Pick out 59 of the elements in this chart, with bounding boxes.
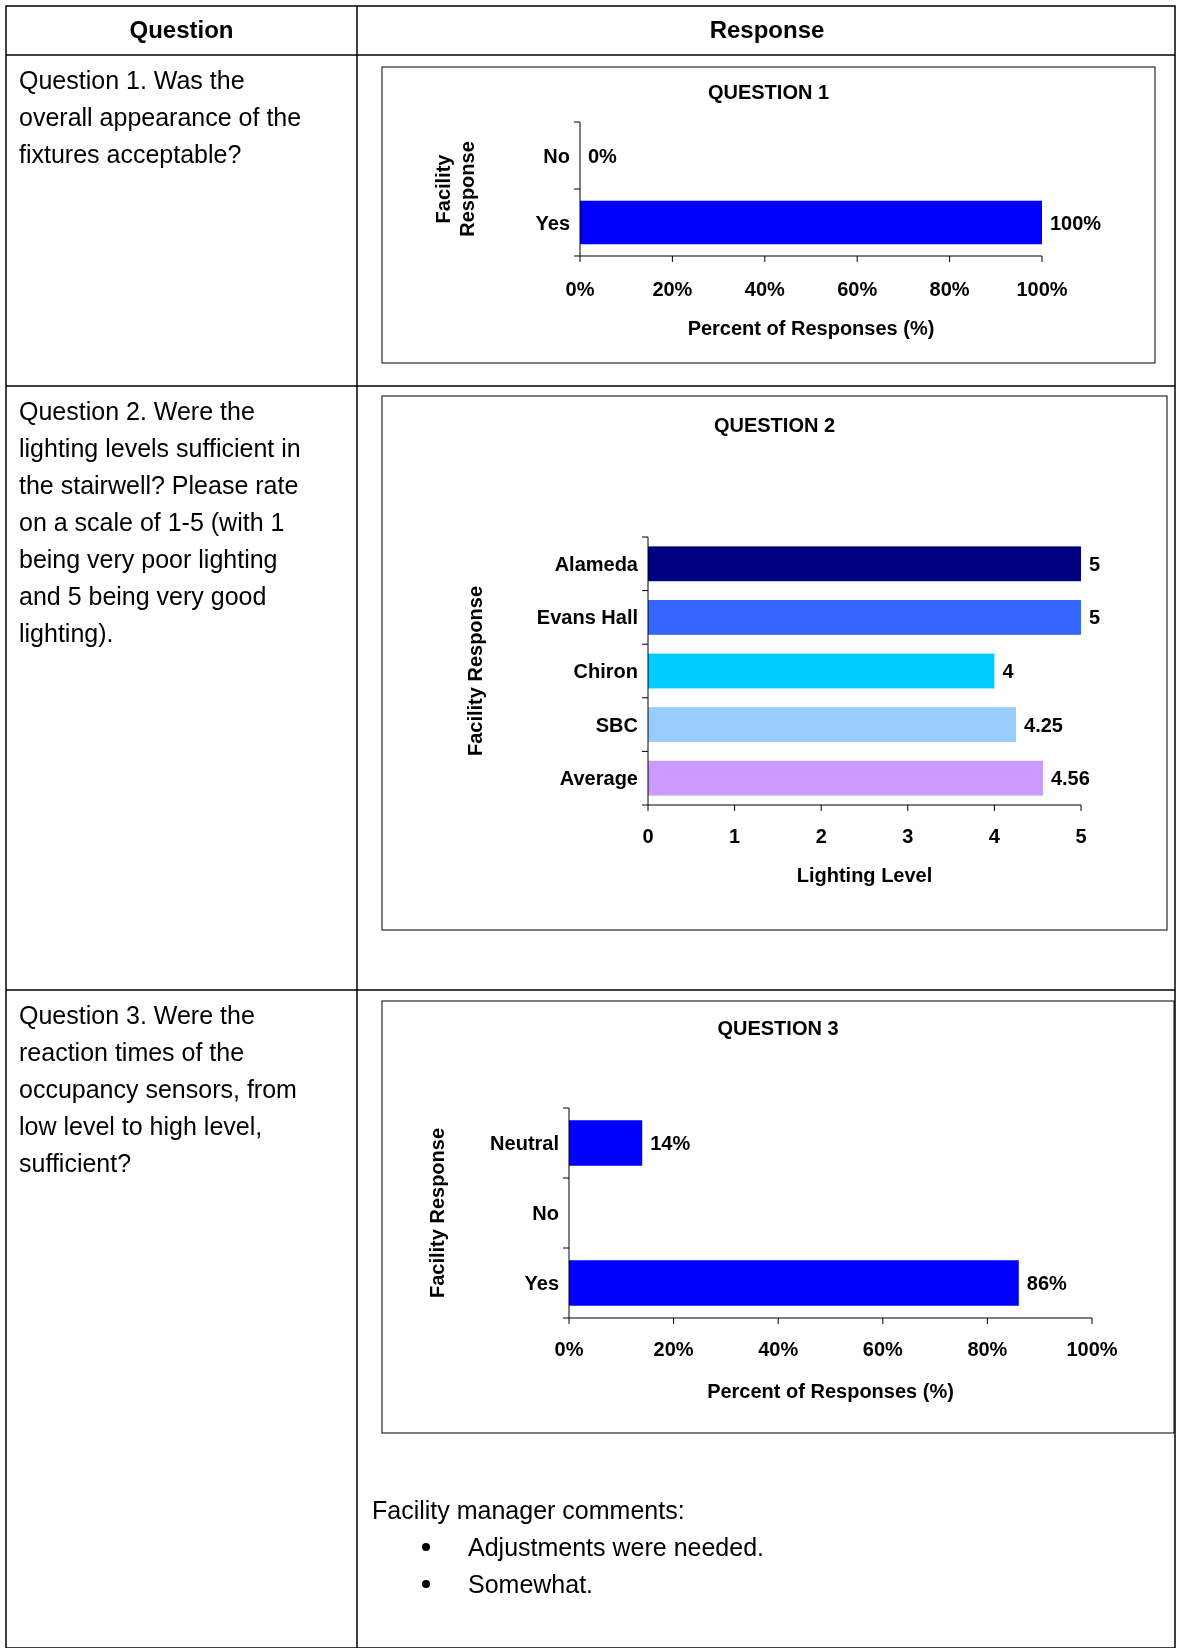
text: Question 2. Were the lighting levels sufficient in the stairwell? Please rate on a scale of 1-5 (with 1 being very poor lighting and 5 being very good lighting).: [19, 396, 301, 647]
data-label: 4.56: [1050, 767, 1090, 790]
y-axis-title: Facility Response: [426, 1127, 448, 1299]
data-label: 4: [1002, 660, 1015, 682]
y-tick-label: Chiron: [573, 660, 638, 682]
bar: [648, 760, 1043, 796]
x-tick-label: 40%: [758, 1338, 799, 1360]
x-tick-label: 60%: [862, 1338, 904, 1360]
x-tick-label: 1: [729, 825, 741, 847]
x-tick-label: 3: [902, 825, 914, 847]
text: Adjustments were needed.: [468, 1532, 765, 1561]
data-label: 5: [1089, 552, 1101, 575]
data-label: 0%: [588, 144, 618, 167]
y-tick-label: Yes: [524, 1272, 559, 1294]
x-tick-label: 5: [1075, 825, 1087, 847]
chart-title: QUESTION 3: [717, 1017, 839, 1039]
text: Question: [129, 16, 234, 44]
x-tick-label: 20%: [652, 278, 693, 300]
x-tick-label: 2: [815, 825, 827, 847]
text: Question 3. Were the reaction times of the occupancy sensors, from low level to high level, sufficient?: [19, 1000, 297, 1177]
chart-title: QUESTION 1: [707, 81, 830, 103]
y-tick-label: Alameda: [554, 552, 639, 575]
x-tick-label: 0: [642, 825, 654, 847]
x-tick-label: 80%: [967, 1338, 1008, 1360]
x-tick-label: 20%: [653, 1338, 694, 1360]
y-tick-label: Evans Hall: [536, 606, 638, 629]
x-tick-label: 100%: [1016, 278, 1068, 300]
text: Response: [709, 16, 825, 44]
x-tick-label: 100%: [1066, 1338, 1118, 1360]
data-label: 4.25: [1024, 713, 1063, 736]
y-axis-title: Facility Response: [464, 585, 486, 757]
bar: [648, 546, 1081, 582]
x-tick-label: 40%: [744, 278, 786, 300]
data-label: 86%: [1026, 1272, 1068, 1294]
y-tick-label: SBC: [595, 713, 638, 736]
x-tick-label: 60%: [837, 278, 878, 300]
y-tick-label: No: [543, 144, 570, 167]
y-axis-title: Facility Response: [432, 141, 478, 237]
text: Question 1. Was the overall appearance of the fixtures acceptable?: [19, 65, 302, 168]
bar: [648, 653, 995, 689]
x-axis-title: Lighting Level: [796, 864, 933, 886]
x-tick-label: 80%: [929, 278, 970, 300]
y-tick-label: Average: [559, 767, 638, 790]
text: Somewhat.: [468, 1569, 594, 1598]
x-axis-title: Percent of Responses (%): [707, 1380, 954, 1402]
x-tick-label: 4: [988, 825, 1001, 847]
x-tick-label: 0%: [554, 1338, 584, 1360]
data-label: 5: [1089, 606, 1101, 629]
text: Facility manager comments:: [372, 1495, 685, 1524]
bar: [648, 707, 1017, 743]
bar: [648, 599, 1081, 635]
y-tick-label: Neutral: [490, 1132, 559, 1154]
chart-title: QUESTION 2: [713, 414, 836, 436]
data-label: 100%: [1050, 211, 1102, 234]
y-tick-label: No: [532, 1202, 559, 1224]
data-label: 14%: [650, 1132, 691, 1154]
y-tick-label: Yes: [535, 211, 570, 234]
x-axis-title: Percent of Responses (%): [687, 317, 935, 339]
x-tick-label: 0%: [565, 278, 595, 300]
